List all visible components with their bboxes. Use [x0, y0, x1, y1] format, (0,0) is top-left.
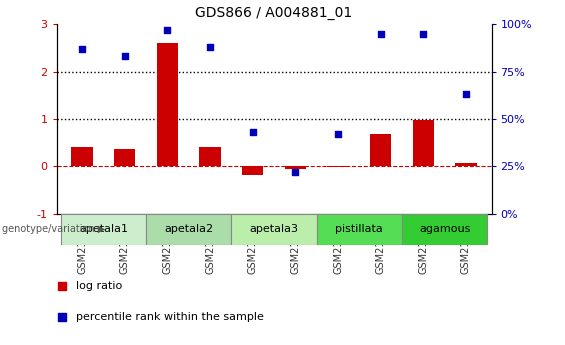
Text: genotype/variation ▶: genotype/variation ▶ — [2, 225, 105, 234]
Point — [291, 169, 300, 175]
Point — [77, 46, 86, 51]
Text: apetala2: apetala2 — [164, 225, 213, 234]
Bar — [242, 167, 263, 175]
Point — [419, 31, 428, 36]
Bar — [232, 214, 316, 245]
Bar — [71, 147, 93, 167]
Point — [120, 53, 129, 59]
Bar — [199, 148, 221, 167]
Text: pistillata: pistillata — [336, 225, 383, 234]
Bar — [412, 120, 434, 167]
Point — [333, 131, 342, 137]
Text: apetala3: apetala3 — [250, 225, 298, 234]
Bar — [157, 43, 178, 167]
Bar — [316, 214, 402, 245]
Bar — [61, 214, 146, 245]
Point — [163, 27, 172, 32]
Point — [58, 315, 67, 320]
Point — [58, 284, 67, 289]
Bar — [402, 214, 487, 245]
Bar — [285, 167, 306, 169]
Text: apetala1: apetala1 — [79, 225, 128, 234]
Bar — [370, 134, 392, 167]
Bar — [114, 149, 136, 167]
Bar — [455, 163, 477, 167]
Point — [376, 31, 385, 36]
Point — [248, 129, 257, 135]
Title: GDS866 / A004881_01: GDS866 / A004881_01 — [195, 6, 353, 20]
Text: log ratio: log ratio — [76, 282, 123, 291]
Text: percentile rank within the sample: percentile rank within the sample — [76, 313, 264, 322]
Point — [462, 91, 471, 97]
Bar — [146, 214, 232, 245]
Text: agamous: agamous — [419, 225, 470, 234]
Point — [206, 44, 215, 50]
